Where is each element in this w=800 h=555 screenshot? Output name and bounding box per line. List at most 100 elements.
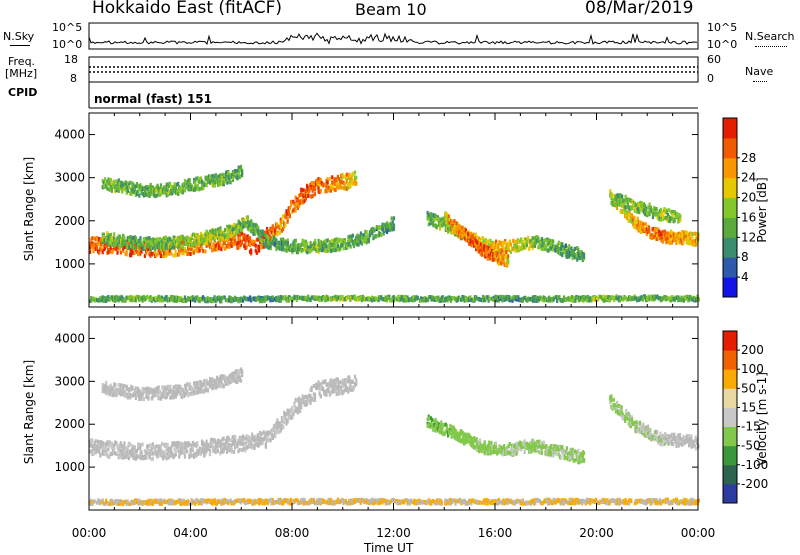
data-cell xyxy=(311,388,313,392)
data-cell xyxy=(249,243,251,247)
data-cell xyxy=(453,219,455,223)
data-cell xyxy=(115,452,117,456)
series-band_c xyxy=(102,165,244,198)
data-cell xyxy=(298,397,300,401)
data-cell xyxy=(169,182,171,186)
data-cell xyxy=(674,219,676,223)
data-cell xyxy=(556,299,558,303)
data-cell xyxy=(149,236,151,240)
data-cell xyxy=(507,254,509,258)
data-cell xyxy=(279,422,281,426)
data-cell xyxy=(337,244,339,248)
data-cell xyxy=(120,455,122,459)
data-cell xyxy=(533,299,535,303)
data-cell xyxy=(500,295,502,299)
data-cell xyxy=(209,452,211,456)
data-cell xyxy=(242,442,244,446)
data-cell xyxy=(128,245,130,249)
data-cell xyxy=(137,455,139,459)
ytick-label: 3000 xyxy=(54,171,85,185)
data-cell xyxy=(234,435,236,439)
data-cell xyxy=(299,409,301,413)
data-cell xyxy=(340,186,342,190)
data-cell xyxy=(354,171,356,175)
data-cell xyxy=(283,420,285,424)
data-cell xyxy=(223,449,225,453)
data-cell xyxy=(247,216,249,220)
data-cell xyxy=(631,206,633,210)
data-cell xyxy=(628,219,630,223)
data-cell xyxy=(91,439,93,443)
data-cell xyxy=(219,241,221,245)
data-cell xyxy=(375,235,377,239)
data-cell xyxy=(199,187,201,191)
data-cell xyxy=(158,295,160,299)
data-cell xyxy=(574,299,576,303)
data-cell xyxy=(250,248,252,252)
data-cell xyxy=(182,245,184,249)
data-cell xyxy=(285,412,287,416)
data-cell xyxy=(352,234,354,238)
nsky-frame xyxy=(89,23,698,49)
data-cell xyxy=(265,445,267,449)
data-cell xyxy=(152,457,154,461)
data-cell xyxy=(146,243,148,247)
data-cell xyxy=(225,446,227,450)
data-cell xyxy=(183,252,185,256)
data-cell xyxy=(583,252,585,256)
data-cell xyxy=(336,392,338,396)
data-cell xyxy=(139,236,141,240)
data-cell xyxy=(671,213,673,217)
data-cell xyxy=(134,246,136,250)
data-cell xyxy=(313,384,315,388)
data-cell xyxy=(621,195,623,199)
data-cell xyxy=(428,213,430,217)
data-cell xyxy=(194,182,196,186)
data-cell xyxy=(679,214,681,218)
data-cell xyxy=(123,236,125,240)
data-cell xyxy=(668,208,670,212)
data-cell xyxy=(467,232,469,236)
data-cell xyxy=(472,234,474,238)
data-cell xyxy=(320,189,322,193)
data-cell xyxy=(107,448,109,452)
data-cell xyxy=(314,187,316,191)
data-cell xyxy=(682,241,684,245)
data-cell xyxy=(249,236,251,240)
data-cell xyxy=(96,246,98,250)
data-cell xyxy=(231,450,233,454)
data-cell xyxy=(174,182,176,186)
data-cell xyxy=(295,239,297,243)
data-cell xyxy=(175,450,177,454)
data-cell xyxy=(112,249,114,253)
data-cell xyxy=(276,232,278,236)
data-cell xyxy=(393,216,395,220)
data-cell xyxy=(502,241,504,245)
data-cell xyxy=(202,234,204,238)
data-cell xyxy=(154,247,156,251)
data-cell xyxy=(113,180,115,184)
data-cell xyxy=(215,450,217,454)
data-cell xyxy=(352,172,354,176)
data-cell xyxy=(202,249,204,253)
data-cell xyxy=(260,239,262,243)
data-cell xyxy=(662,239,664,243)
data-cell xyxy=(166,247,168,251)
data-cell xyxy=(111,189,113,193)
data-cell xyxy=(329,177,331,181)
data-cell xyxy=(287,220,289,224)
data-cell xyxy=(188,442,190,446)
data-cell xyxy=(188,454,190,458)
data-cell xyxy=(113,232,115,236)
data-cell xyxy=(173,245,175,249)
data-cell xyxy=(161,442,163,446)
data-cell xyxy=(257,229,259,233)
data-cell xyxy=(350,245,352,249)
data-cell xyxy=(171,452,173,456)
data-cell xyxy=(368,238,370,242)
data-cell xyxy=(284,223,286,227)
data-cell xyxy=(302,248,304,252)
data-cell xyxy=(116,251,118,255)
